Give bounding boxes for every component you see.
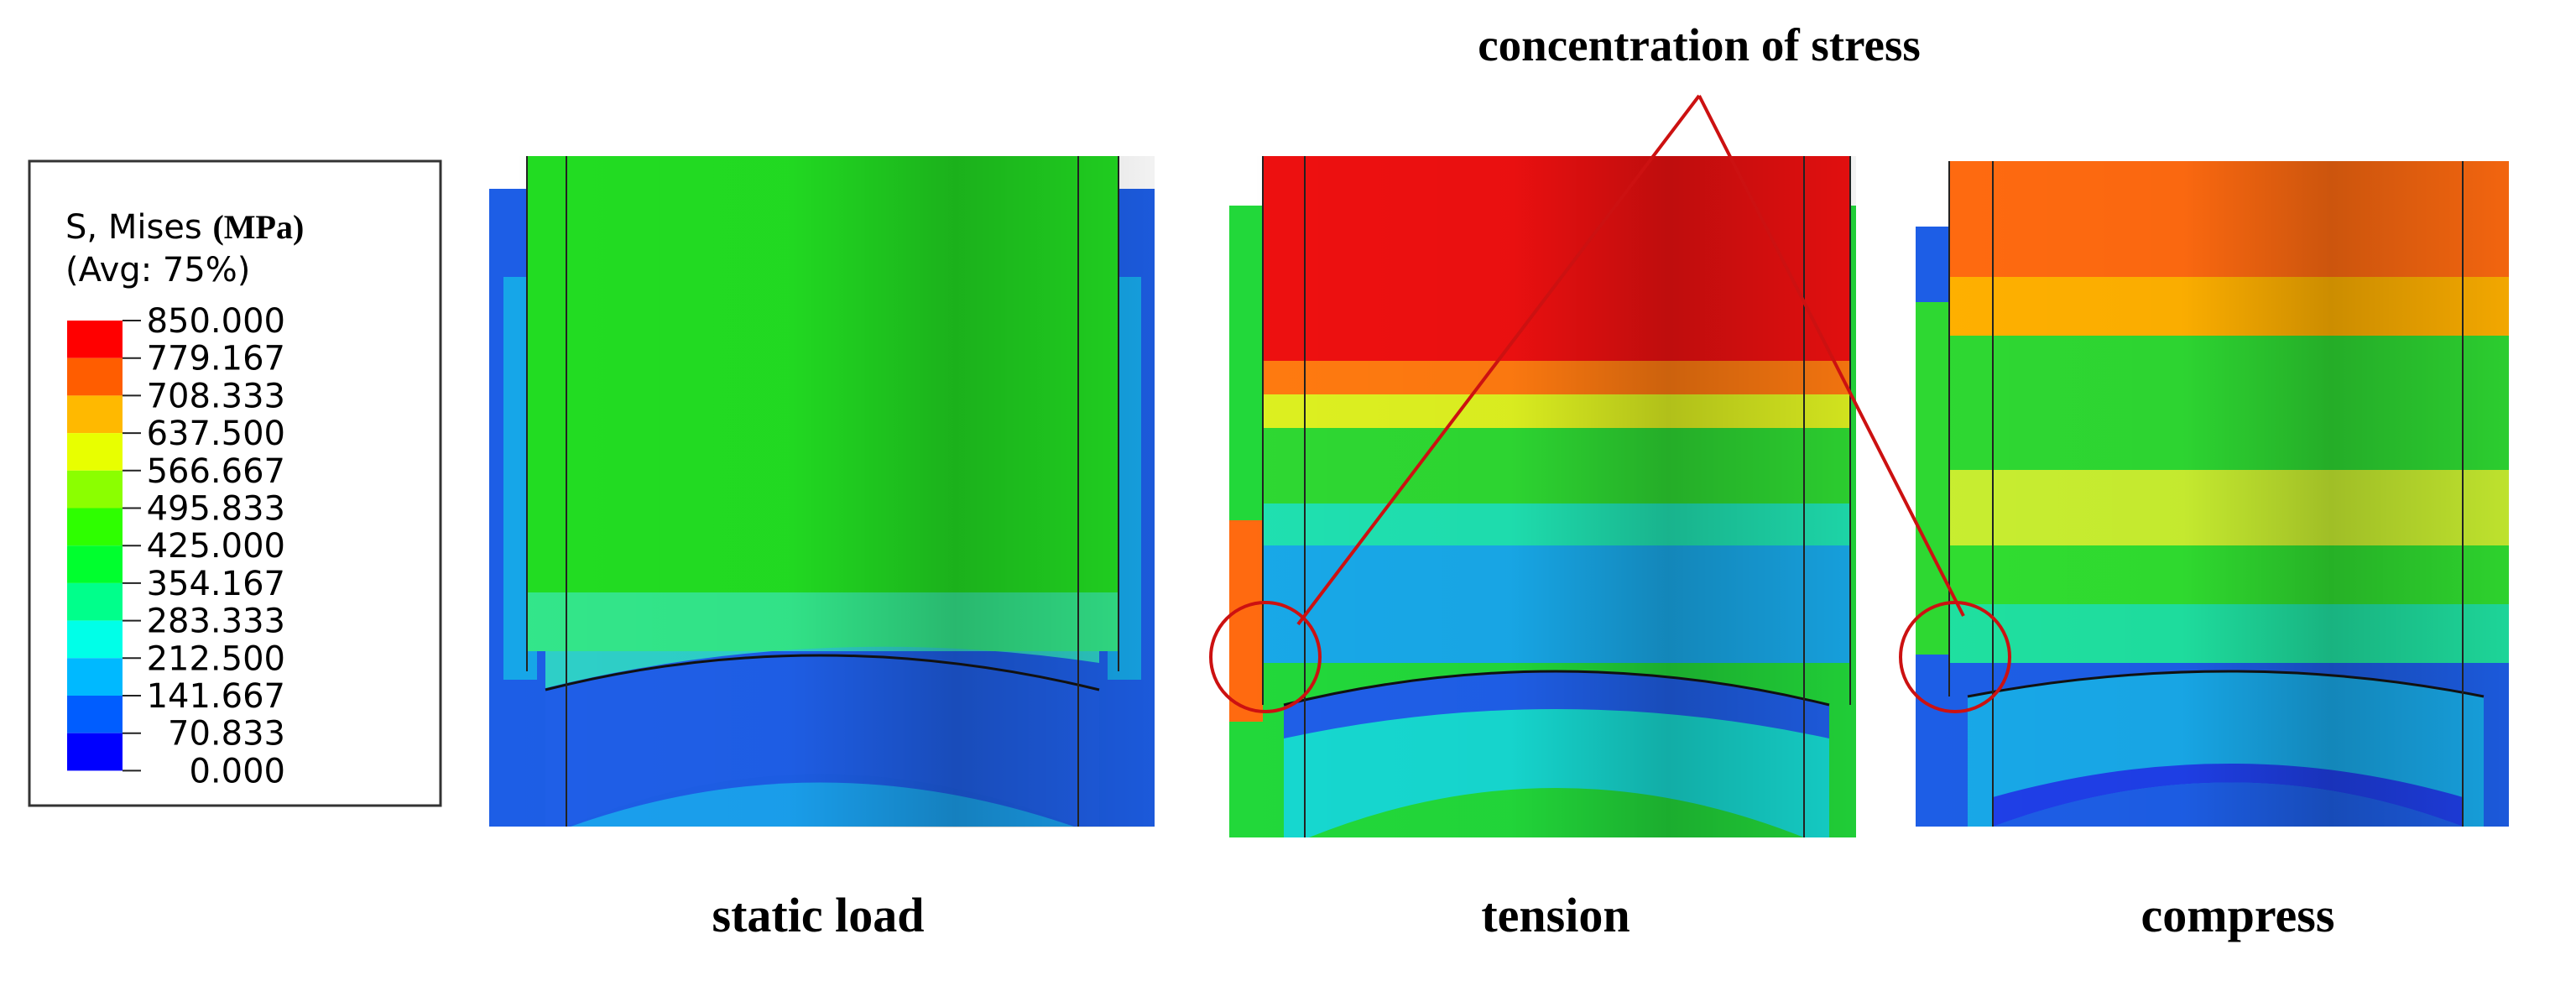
edge bbox=[1967, 670, 2485, 698]
legend-label: 354.167 bbox=[147, 565, 285, 603]
legend-scale: 850.000779.167708.333637.500566.667495.8… bbox=[67, 302, 285, 790]
legend-label: 70.833 bbox=[168, 715, 285, 754]
legend-label: 0.000 bbox=[189, 752, 285, 790]
legend-swatch bbox=[67, 696, 123, 733]
edge bbox=[1283, 670, 1830, 707]
legend-swatch bbox=[67, 321, 123, 358]
legend-swatch bbox=[67, 545, 123, 583]
highlight-circle bbox=[1899, 601, 2011, 713]
legend-swatch bbox=[67, 357, 123, 396]
panel-compress bbox=[1916, 161, 2509, 827]
panel-caption: compress bbox=[2141, 888, 2335, 942]
panel-static bbox=[489, 156, 1155, 827]
legend-swatch bbox=[67, 508, 123, 546]
legend-swatch bbox=[67, 582, 123, 621]
legend-swatch bbox=[67, 433, 123, 471]
edge bbox=[1262, 156, 1851, 837]
edge bbox=[545, 654, 1100, 691]
shading bbox=[1916, 161, 2509, 827]
panel-caption: static load bbox=[712, 888, 925, 942]
legend-subtitle: (Avg: 75%) bbox=[65, 251, 250, 290]
annotation-line bbox=[1296, 94, 1965, 626]
highlight-circle bbox=[1209, 601, 1322, 713]
legend-swatch bbox=[67, 733, 123, 771]
legend-swatch bbox=[67, 620, 123, 659]
legend-label: 425.000 bbox=[147, 527, 285, 566]
legend-swatch bbox=[67, 395, 123, 434]
shading bbox=[1229, 156, 1856, 837]
legend-swatch bbox=[67, 470, 123, 509]
legend-label: 566.667 bbox=[147, 452, 285, 491]
legend-label: 495.833 bbox=[147, 490, 285, 529]
edge bbox=[526, 156, 1119, 827]
legend-title: S, Mises (MPa) bbox=[65, 208, 304, 247]
shading bbox=[489, 156, 1155, 827]
legend-label: 283.333 bbox=[147, 603, 285, 641]
edge bbox=[1948, 161, 2464, 827]
legend-unit: (MPa) bbox=[212, 208, 304, 246]
annotation: concentration of stress bbox=[1478, 19, 1921, 70]
legend-label: 637.500 bbox=[147, 415, 285, 453]
legend-label: 779.167 bbox=[147, 340, 285, 378]
legend-label: 212.500 bbox=[147, 639, 285, 678]
legend-label: 708.333 bbox=[147, 377, 285, 415]
panel-caption: tension bbox=[1481, 888, 1630, 942]
panel-tension bbox=[1229, 156, 1856, 837]
legend-label: 850.000 bbox=[147, 302, 285, 341]
legend-title-text: S, Mises bbox=[65, 208, 202, 247]
legend-swatch bbox=[67, 658, 123, 696]
legend-label: 141.667 bbox=[147, 677, 285, 716]
